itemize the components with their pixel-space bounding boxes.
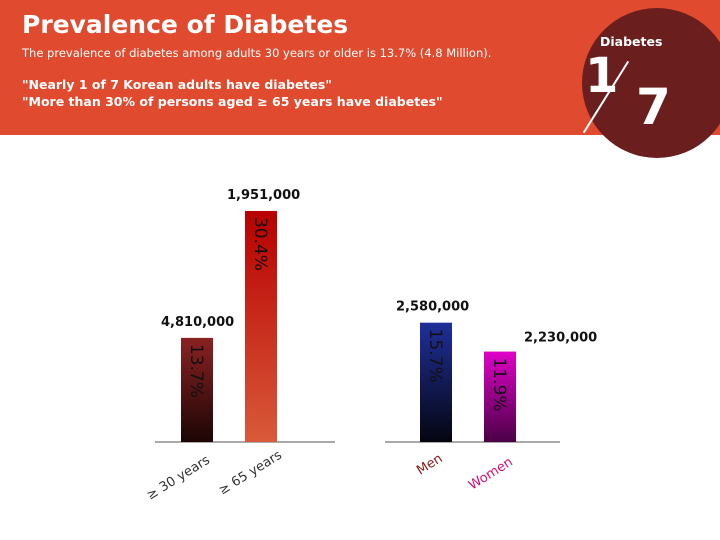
page-subtitle: The prevalence of diabetes among adults …: [22, 46, 492, 60]
bar-count-label: 2,580,000: [396, 300, 469, 315]
category-label: Men: [414, 451, 445, 478]
bar-women: [484, 351, 516, 442]
page-title: Prevalence of Diabetes: [22, 10, 349, 39]
bar-value-label: 15.7%: [425, 329, 445, 383]
bar-count-label: 1,951,000: [227, 188, 300, 203]
bar-men: [420, 322, 452, 442]
category-label: ≥ 65 years: [216, 448, 285, 499]
bar-count-label: 4,810,000: [161, 315, 234, 330]
quote-adults: "Nearly 1 of 7 Korean adults have diabet…: [22, 77, 332, 92]
quote-elderly: "More than 30% of persons aged ≥ 65 year…: [22, 94, 443, 109]
badge-numerator: 1: [585, 48, 619, 104]
bar-value-label: 13.7%: [186, 344, 206, 398]
ratio-badge: [582, 8, 720, 158]
category-label: Women: [466, 455, 515, 494]
bar-value-label: 30.4%: [250, 217, 270, 271]
bar-count-label: 2,230,000: [524, 331, 597, 346]
badge-denominator: 7: [636, 78, 671, 136]
bar-30-years: [181, 337, 213, 442]
bar-65-years: [245, 210, 277, 442]
bar-value-label: 11.9%: [489, 358, 509, 412]
badge-label: Diabetes: [600, 34, 663, 49]
category-label: ≥ 30 years: [144, 453, 213, 504]
